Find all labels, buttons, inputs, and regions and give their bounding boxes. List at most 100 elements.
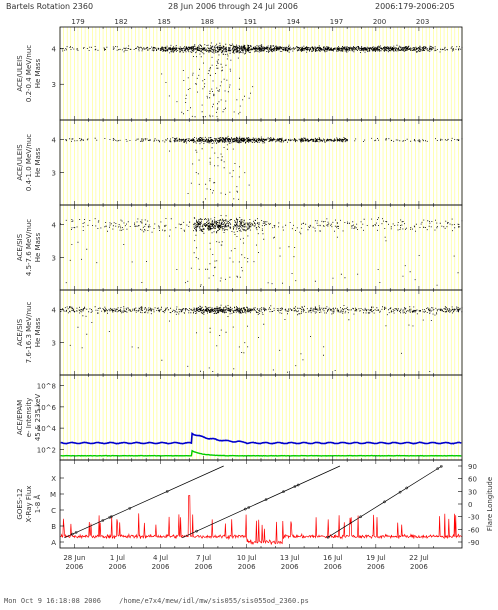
flare-marker xyxy=(247,506,251,509)
date-tick-label: 16 Jul xyxy=(323,554,343,562)
panel-label: He Mass xyxy=(34,58,42,88)
date-tick-year: 2006 xyxy=(152,563,170,571)
y-tick-label: 4 xyxy=(52,222,57,230)
date-tick-year: 2006 xyxy=(109,563,127,571)
doy-tick-label: 188 xyxy=(201,18,214,26)
date-tick-label: 19 Jul xyxy=(366,554,386,562)
panel-label: He Mass xyxy=(34,147,42,177)
flare-marker xyxy=(110,515,113,518)
y2-tick-label: -30 xyxy=(468,514,479,522)
y2-tick-label: -90 xyxy=(468,539,479,547)
y-tick-label: C xyxy=(51,507,56,515)
panel-label: X-Ray Flux xyxy=(25,486,33,523)
doy-tick-label: 185 xyxy=(158,18,171,26)
scatter-points xyxy=(60,42,463,118)
panel-label: GOES-12 xyxy=(16,488,24,519)
date-tick-label: 7 Jul xyxy=(196,554,211,562)
flare-marker xyxy=(128,506,132,510)
panel-label: ACE/SIS xyxy=(16,233,24,261)
flare-marker xyxy=(195,529,198,533)
flare-longitude-line xyxy=(64,465,224,539)
y2-tick-label: 90 xyxy=(468,463,477,471)
scatter-points xyxy=(60,215,463,287)
header-range: 28 Jun 2006 through 24 Jul 2006 xyxy=(168,2,298,11)
series-line-blue xyxy=(60,432,462,445)
date-tick-year: 2006 xyxy=(324,563,342,571)
flare-longitude-line xyxy=(181,465,341,539)
footer-timestamp: Mon Oct 9 16:18:08 2006 xyxy=(4,597,101,605)
y-tick-label: 4 xyxy=(52,137,57,145)
y-tick-label: 3 xyxy=(52,254,56,262)
series-line-green xyxy=(60,449,462,457)
y-tick-label: X xyxy=(51,475,56,483)
doy-tick-label: 191 xyxy=(244,18,257,26)
flare-marker xyxy=(398,490,402,494)
date-tick-year: 2006 xyxy=(367,563,385,571)
doy-tick-label: 194 xyxy=(287,18,301,26)
flare-marker xyxy=(436,467,439,471)
panel-label: He Mass xyxy=(34,232,42,262)
y-tick-label: B xyxy=(51,523,56,531)
panel-label: He Mass xyxy=(34,317,42,347)
flare-marker xyxy=(383,500,386,504)
footer-path: /home/e7x4/mew/idl/mw/sis055/sis055od_23… xyxy=(119,597,309,605)
flare-marker xyxy=(264,498,268,501)
flare-marker xyxy=(74,531,78,534)
panel-label: 1-8 Å xyxy=(33,495,42,514)
y-tick-label: M xyxy=(50,491,56,499)
date-tick-year: 2006 xyxy=(281,563,299,571)
panel-label: e- Intensity xyxy=(25,398,33,438)
date-tick-label: 4 Jul xyxy=(153,554,168,562)
y2-tick-label: -60 xyxy=(468,526,479,534)
date-tick-year: 2006 xyxy=(238,563,256,571)
flare-marker xyxy=(326,535,330,539)
date-tick-year: 2006 xyxy=(410,563,428,571)
date-tick-label: 22 Jul xyxy=(409,554,429,562)
y-tick-label: 3 xyxy=(52,81,56,89)
panel-label: ACE/SIS xyxy=(16,318,24,346)
flare-marker xyxy=(282,490,285,494)
flare-longitude-line xyxy=(326,465,443,539)
flare-marker xyxy=(71,532,74,536)
grid-layer xyxy=(59,27,463,460)
panel-label: 45 & 235 keV xyxy=(34,394,42,442)
date-tick-label: 28 Jun xyxy=(63,554,85,562)
panel-label: 7.6-16.3 MeV/nuc xyxy=(25,302,33,364)
panel-label: 0.4-1.0 MeV/nuc xyxy=(25,134,33,191)
footer: Mon Oct 9 16:18:08 2006 /home/e7x4/mew/i… xyxy=(4,597,323,605)
y2-tick-label: 30 xyxy=(468,488,477,496)
doy-tick-label: 182 xyxy=(114,18,127,26)
header-doy: 2006:179-2006:205 xyxy=(375,2,455,11)
panel-label: 0.2-0.4 MeV/nuc xyxy=(25,45,33,102)
panel-label: ACE/ULEIS xyxy=(16,55,24,92)
y-tick-label: 3 xyxy=(52,339,56,347)
y-tick-label: 10^2 xyxy=(37,446,56,454)
xray-flux-line xyxy=(59,495,463,546)
y-tick-label: 3 xyxy=(52,169,56,177)
doy-tick-label: 197 xyxy=(330,18,343,26)
y2-axis-label: Flare Longitude xyxy=(486,477,494,531)
y2-tick-label: 60 xyxy=(468,476,477,484)
y-tick-label: 10^6 xyxy=(37,404,57,412)
flare-marker xyxy=(405,486,409,490)
doy-tick-label: 179 xyxy=(71,18,84,26)
panel-label: ACE/EPAM xyxy=(16,400,24,435)
y-tick-label: 10^4 xyxy=(37,425,57,433)
flare-marker xyxy=(101,519,105,522)
panel-label: ACE/ULEIS xyxy=(16,144,24,181)
flare-marker xyxy=(243,507,247,511)
y2-tick-label: 0 xyxy=(468,501,472,509)
y-tick-label: 10^8 xyxy=(37,383,56,391)
panel-label: 4.5-7.6 MeV/nuc xyxy=(25,219,33,276)
date-tick-label: 13 Jul xyxy=(280,554,300,562)
header-rotation: Bartels Rotation 2360 xyxy=(6,2,93,11)
date-tick-label: 10 Jul xyxy=(237,554,257,562)
flare-marker xyxy=(165,490,169,493)
date-tick-year: 2006 xyxy=(65,563,83,571)
y-tick-label: A xyxy=(51,539,56,547)
flare-marker xyxy=(293,485,297,488)
flare-marker xyxy=(296,483,300,487)
data-layer xyxy=(59,42,463,546)
